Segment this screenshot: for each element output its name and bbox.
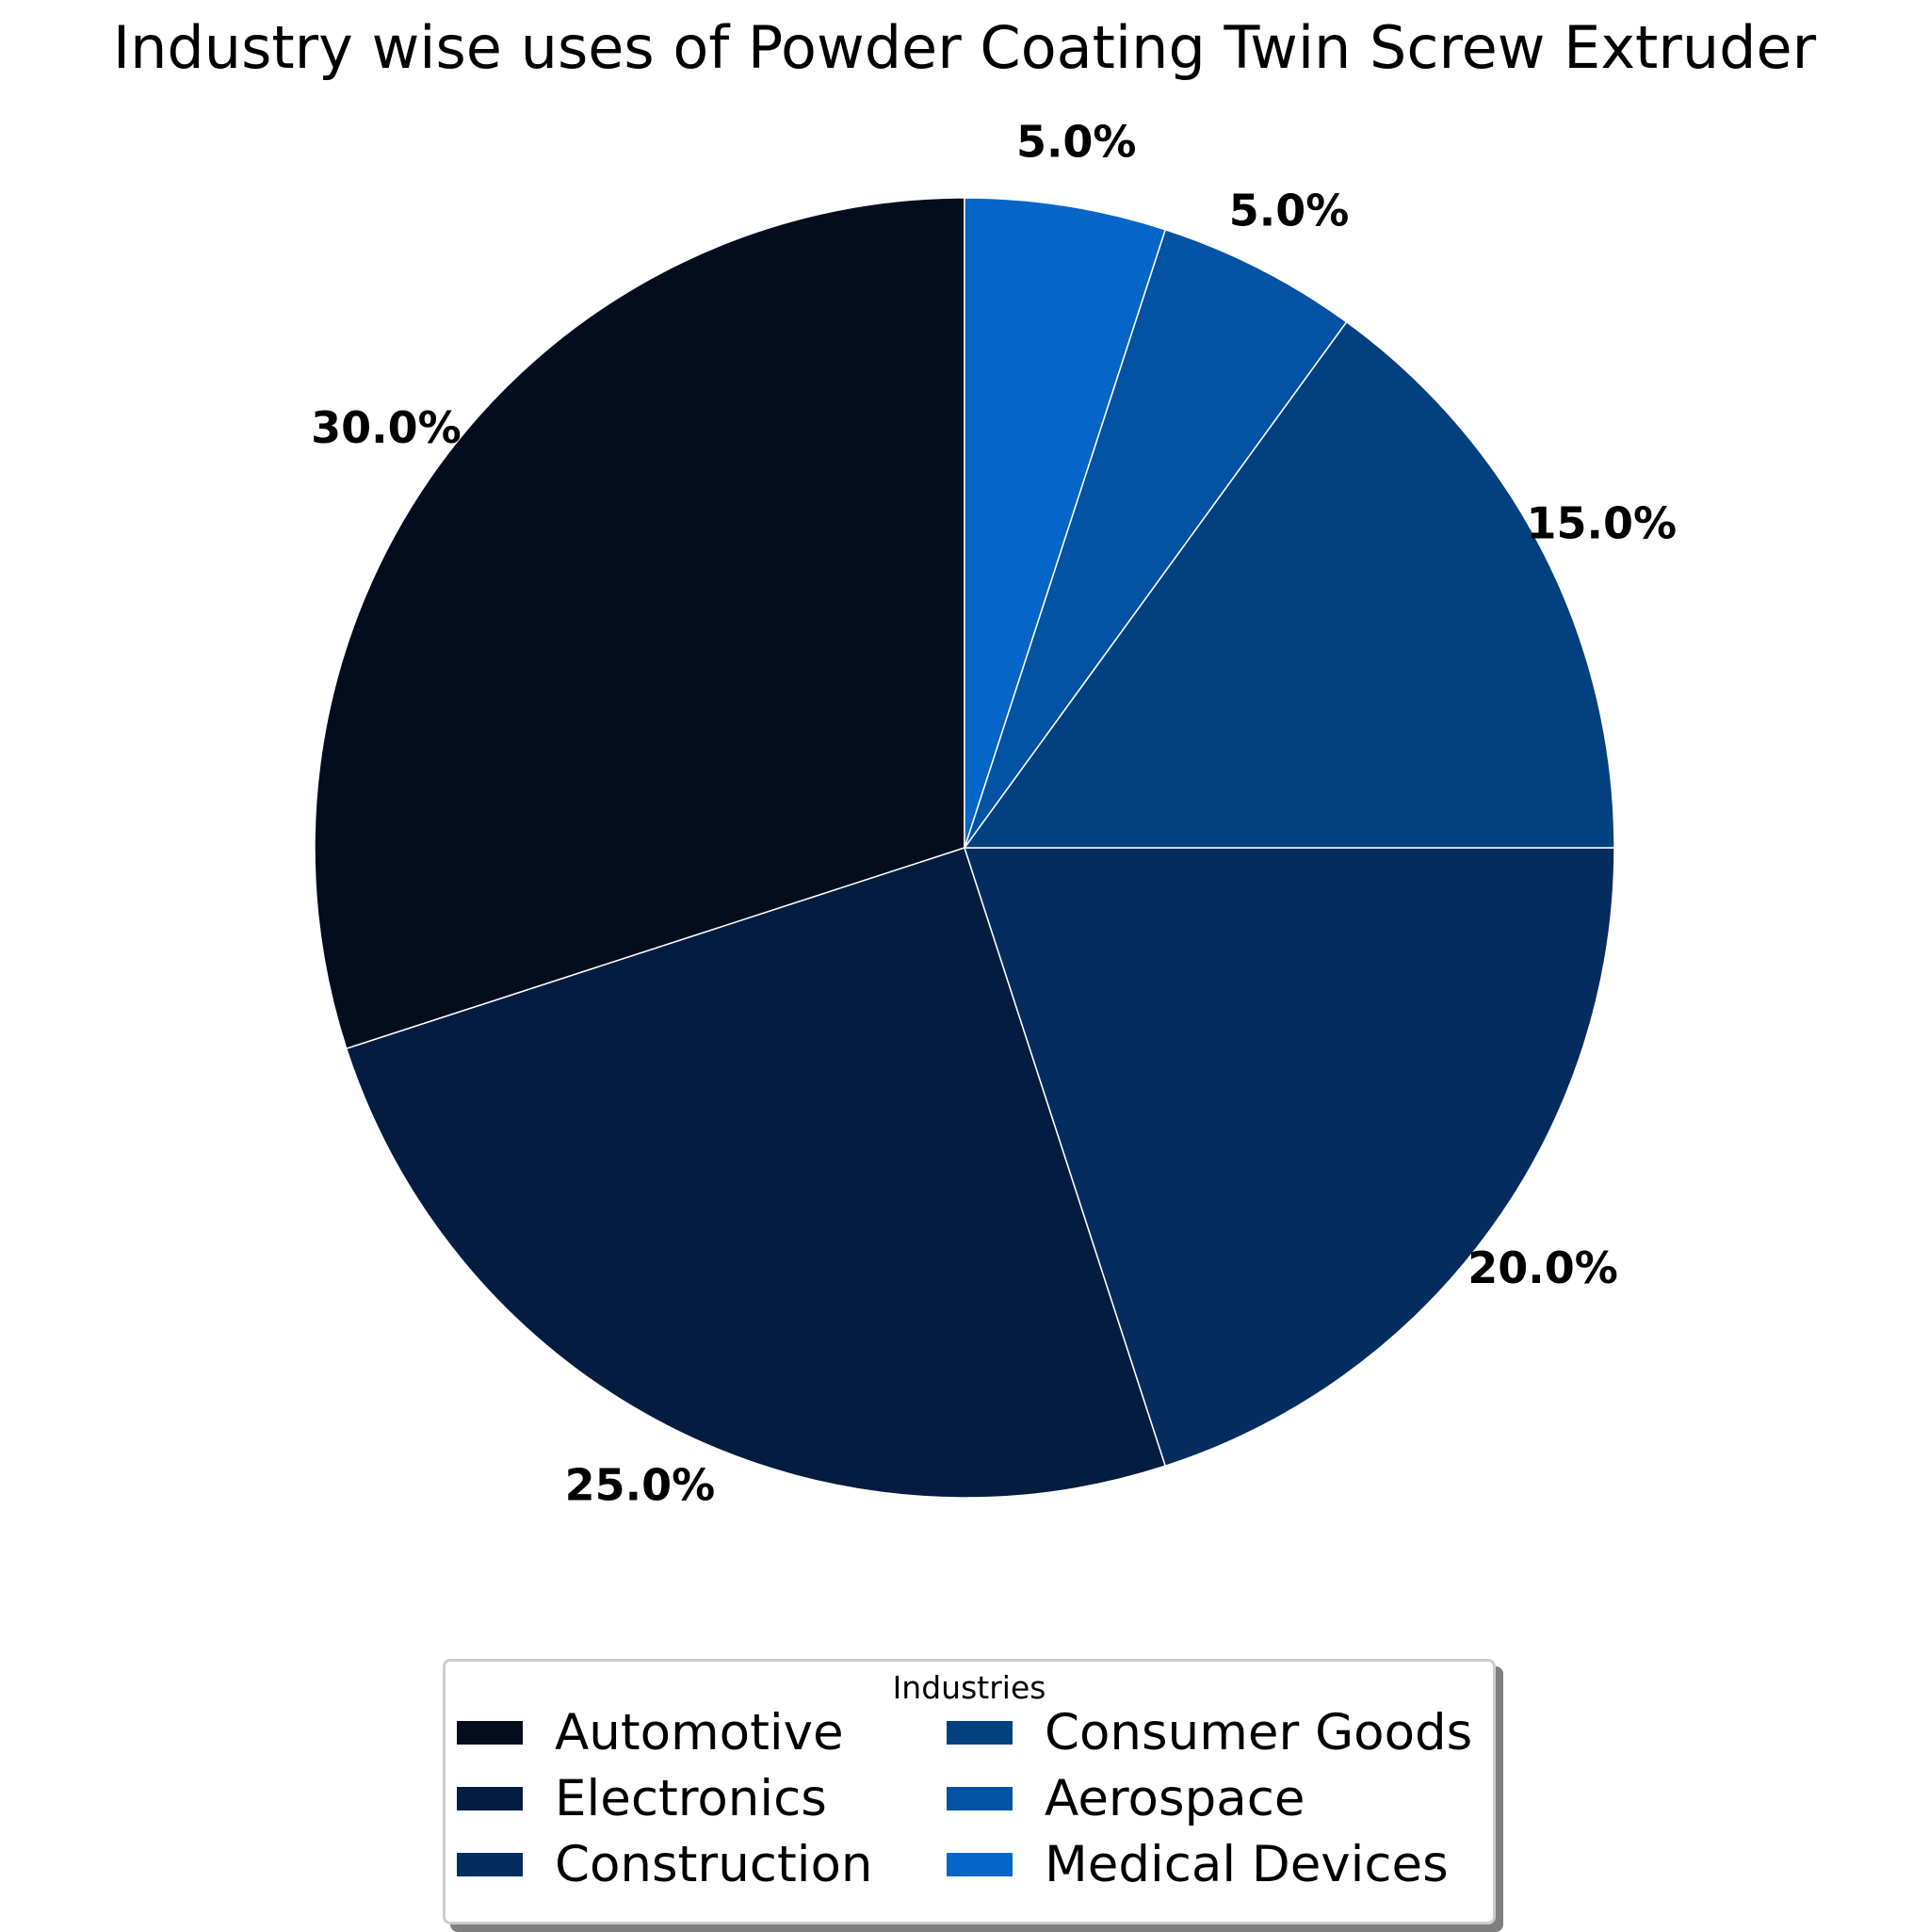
legend-label: Construction [555, 1835, 873, 1893]
legend-label: Consumer Goods [1045, 1703, 1473, 1762]
pie-slice-consumer-goods [963, 320, 1615, 849]
legend-label: Electronics [555, 1769, 827, 1827]
pie-slice-automotive [314, 197, 965, 1050]
pie-slice-aerospace [964, 228, 1348, 849]
pie-value-label: 20.0% [1467, 1242, 1618, 1293]
legend-swatch [457, 1852, 523, 1876]
pie-value-labels: 30.0% 25.0% 20.0% 15.0% 5.0% 5.0% [311, 116, 1677, 1510]
pie-value-label: 5.0% [1016, 116, 1137, 167]
pie-slice-electronics [345, 847, 1167, 1499]
chart-title: Industry wise uses of Powder Coating Twi… [112, 13, 1817, 82]
legend-item: Electronics [446, 1765, 827, 1831]
legend-swatch [947, 1720, 1013, 1745]
legend-title: Industries [892, 1669, 1046, 1706]
legend-item: Construction [446, 1831, 872, 1897]
pie-slice-medical-devices [964, 197, 1167, 849]
legend-swatch [947, 1852, 1013, 1876]
legend-item: Aerospace [935, 1765, 1305, 1831]
legend-label: Automotive [555, 1703, 844, 1762]
legend-item: Medical Devices [935, 1831, 1449, 1897]
pie-value-label: 5.0% [1229, 186, 1350, 236]
legend: Industries Automotive Electronics Construc… [443, 1659, 1496, 1924]
pie-slice-construction [963, 847, 1615, 1468]
legend-label: Aerospace [1045, 1769, 1305, 1827]
legend-swatch [947, 1786, 1013, 1810]
pie-value-label: 25.0% [565, 1459, 716, 1510]
pie-value-label: 15.0% [1526, 497, 1677, 548]
legend-item: Consumer Goods [935, 1699, 1472, 1765]
legend-swatch [457, 1786, 523, 1810]
pie-value-label: 30.0% [311, 402, 462, 453]
legend-swatch [457, 1720, 523, 1745]
legend-item: Automotive [446, 1699, 844, 1765]
pie-slices [314, 197, 1615, 1499]
legend-label: Medical Devices [1045, 1835, 1449, 1893]
